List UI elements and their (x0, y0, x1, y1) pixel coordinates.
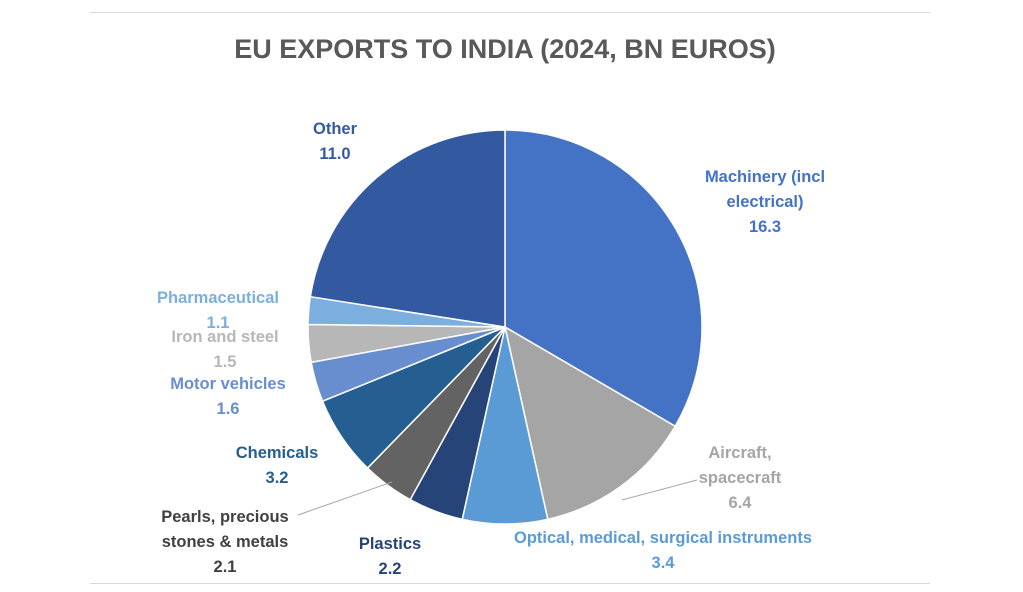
data-label: Pearls, precious stones & metals 2.1 (161, 508, 288, 576)
data-label-name: spacecraft (699, 469, 782, 487)
data-label-value: 3.4 (652, 554, 676, 572)
data-label-name: Motor vehicles (170, 375, 286, 393)
pie-slice-other (309, 129, 506, 328)
data-label-name: Pearls, precious (161, 508, 288, 526)
data-label: Chemicals 3.2 (236, 444, 319, 487)
leader-line (621, 479, 698, 501)
data-label-value: 11.0 (319, 145, 350, 163)
data-label: Aircraft, spacecraft 6.4 (699, 444, 782, 512)
data-label-name: Other (313, 120, 358, 138)
data-label-name: Plastics (359, 535, 421, 553)
pie-slice-machinery-incl-electrical (504, 129, 703, 428)
top-border (90, 12, 930, 13)
data-label: Motor vehicles 1.6 (170, 375, 286, 418)
data-label-value: 16.3 (749, 218, 781, 236)
data-label: Plastics 2.2 (359, 535, 421, 578)
data-label: Optical, medical, surgical instruments 3.… (514, 529, 812, 572)
data-label-value: 6.4 (729, 494, 753, 512)
data-label: Pharmaceutical 1.1 (157, 289, 279, 332)
data-label-name: Pharmaceutical (157, 289, 279, 307)
data-label-name: Optical, medical, surgical instruments (514, 529, 812, 547)
data-label-value: 1.6 (217, 400, 240, 418)
data-label: Machinery (incl electrical) 16.3 (705, 168, 825, 236)
data-label: Iron and steel 1.5 (171, 328, 278, 371)
data-label-name: Iron and steel (171, 328, 278, 346)
data-label-name: stones & metals (162, 533, 289, 551)
data-label-value: 1.5 (214, 353, 237, 371)
data-label-name: Aircraft, (708, 444, 771, 462)
data-label-value: 2.2 (379, 560, 402, 578)
leader-line (297, 481, 393, 516)
data-label: Other 11.0 (313, 120, 358, 163)
pie-slice-aircraft-spacecraft (503, 325, 677, 521)
data-label-name: Chemicals (236, 444, 319, 462)
bottom-border (90, 583, 930, 584)
data-label-name: Machinery (incl (705, 168, 825, 186)
data-label-name: electrical) (726, 193, 803, 211)
data-label-value: 2.1 (214, 558, 237, 576)
chart-title: EU EXPORTS TO INDIA (2024, BN EUROS) (234, 34, 776, 64)
data-label-value: 1.1 (207, 314, 230, 332)
data-label-value: 3.2 (266, 469, 289, 487)
